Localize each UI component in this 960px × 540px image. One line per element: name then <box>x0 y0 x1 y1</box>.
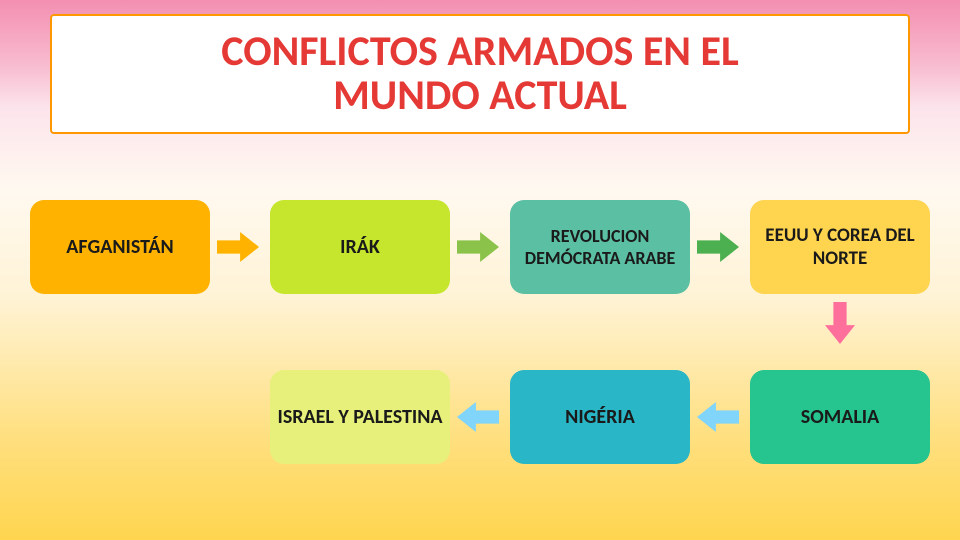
arrow-5 <box>697 402 739 432</box>
node-afganistan: AFGANISTÁN <box>30 200 210 294</box>
arrow-1 <box>217 232 259 262</box>
node-somalia: SOMALIA <box>750 370 930 464</box>
node-label: IRÁK <box>340 235 380 259</box>
node-irak: IRÁK <box>270 200 450 294</box>
node-revolucion: REVOLUCION DEMÓCRATA ARABE <box>510 200 690 294</box>
arrow-2 <box>457 232 499 262</box>
node-label: AFGANISTÁN <box>66 235 173 259</box>
node-label: ISRAEL Y PALESTINA <box>277 405 442 429</box>
node-label: SOMALIA <box>801 405 880 429</box>
node-eeuu: EEUU Y COREA DEL NORTE <box>750 200 930 294</box>
arrow-6 <box>457 402 499 432</box>
node-israel: ISRAEL Y PALESTINA <box>270 370 450 464</box>
node-nigeria: NIGÉRIA <box>510 370 690 464</box>
node-label: REVOLUCION DEMÓCRATA ARABE <box>516 225 684 269</box>
arrow-3 <box>697 232 739 262</box>
slide-title: CONFLICTOS ARMADOS EN ELMUNDO ACTUAL <box>221 30 738 118</box>
slide: CONFLICTOS ARMADOS EN ELMUNDO ACTUAL AFG… <box>0 0 960 540</box>
node-label: EEUU Y COREA DEL NORTE <box>756 224 924 270</box>
title-container: CONFLICTOS ARMADOS EN ELMUNDO ACTUAL <box>50 14 910 134</box>
arrow-4 <box>825 302 855 344</box>
node-label: NIGÉRIA <box>565 405 635 429</box>
